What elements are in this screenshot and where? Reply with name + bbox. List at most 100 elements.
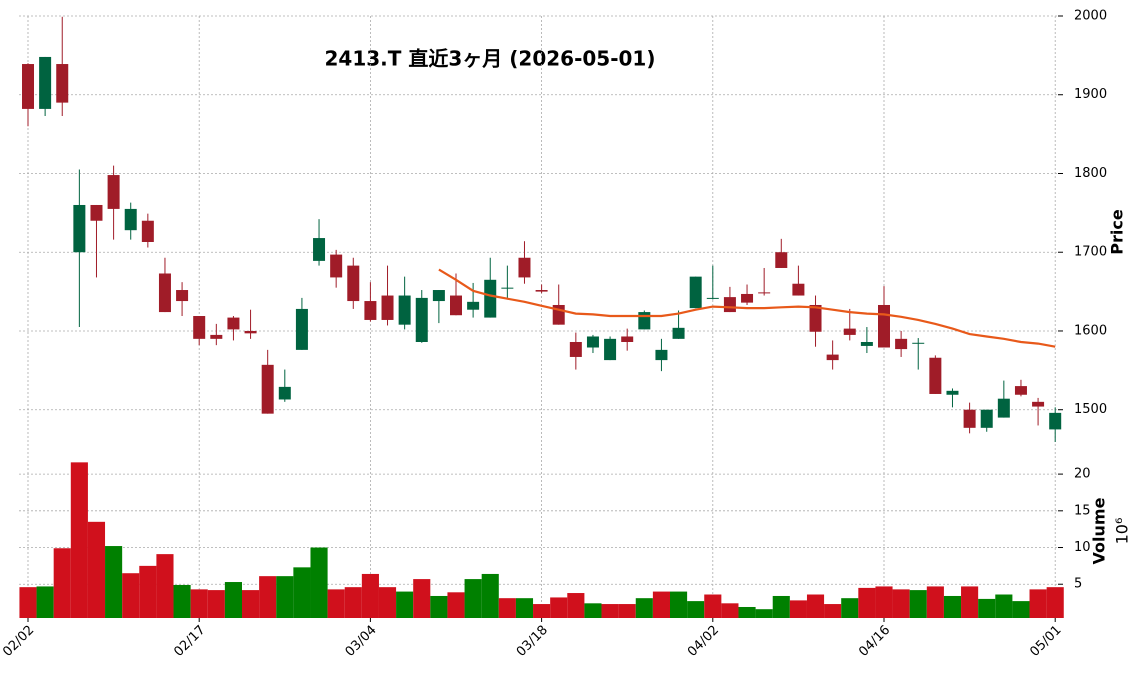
volume-bar	[1029, 589, 1047, 618]
volume-bar	[721, 603, 739, 618]
candle-body	[929, 357, 942, 394]
volume-bar	[584, 603, 602, 618]
candle-body	[501, 287, 514, 289]
volume-bar	[618, 604, 636, 618]
candle-body	[158, 273, 171, 313]
volume-bar	[824, 604, 842, 618]
volume-bar	[122, 573, 140, 618]
y-tick-label: 1900	[1074, 87, 1107, 102]
volume-bar	[19, 587, 37, 618]
candle-body	[980, 409, 993, 428]
x-tick-label: 04/16	[856, 623, 893, 660]
candle-body	[569, 341, 582, 357]
chart-title: 2413.T 直近3ヶ月 (2026-05-01)	[325, 47, 656, 71]
volume-tick-label: 15	[1074, 503, 1091, 518]
candle-body	[775, 252, 788, 268]
candle-body	[604, 338, 617, 361]
volume-bar	[361, 573, 379, 618]
candle-body	[535, 290, 548, 292]
volume-bar	[772, 595, 790, 618]
volume-bar	[875, 586, 893, 618]
volume-bar	[550, 597, 568, 618]
candle-body	[843, 328, 856, 335]
candle-body	[723, 297, 736, 313]
volume-bar	[224, 582, 242, 618]
candle-body	[1014, 386, 1027, 395]
candle-body	[244, 330, 257, 334]
volume-bar	[242, 590, 260, 618]
volume-bar	[190, 589, 208, 618]
candle-body	[347, 265, 360, 302]
candle-body	[672, 327, 685, 339]
volume-bar	[105, 546, 123, 618]
volume-bar	[70, 462, 88, 618]
y-tick-label: 1600	[1074, 323, 1107, 338]
candle-body	[484, 279, 497, 318]
volume-bar	[344, 587, 362, 618]
candle-body	[56, 64, 69, 103]
volume-bar	[704, 594, 722, 618]
volume-bar	[310, 547, 328, 618]
volume-bar	[738, 606, 756, 618]
candle-body	[278, 386, 291, 400]
volume-bar	[892, 589, 910, 618]
candle-body	[73, 204, 86, 253]
volume-bar	[995, 594, 1013, 618]
candle-body	[997, 398, 1010, 418]
volume-bar	[1012, 601, 1030, 618]
volume-bar	[139, 565, 157, 618]
volume-bar	[652, 591, 670, 618]
candle-body	[107, 175, 120, 209]
candle-body	[450, 295, 462, 316]
candle-body	[706, 297, 719, 299]
candle-body	[141, 220, 154, 242]
volume-tick-label: 5	[1074, 577, 1082, 592]
volume-bar	[156, 554, 174, 618]
candle-body	[364, 301, 377, 320]
volume-bar	[533, 604, 551, 618]
volume-bar	[909, 590, 927, 618]
y-axis-label: Price	[1108, 209, 1127, 255]
candle-body	[295, 308, 308, 350]
candle-body	[689, 276, 702, 309]
volume-bar	[207, 590, 225, 618]
volume-bar	[53, 548, 71, 618]
candle-body	[621, 336, 634, 342]
candle-body	[895, 338, 908, 350]
volume-bar	[259, 576, 277, 618]
volume-bar	[413, 579, 431, 618]
volume-bar	[926, 586, 944, 618]
volume-bar	[806, 594, 825, 618]
candle-body	[210, 334, 223, 339]
volume-bar	[755, 609, 773, 618]
candle-body	[467, 301, 480, 310]
volume-tick-label: 10	[1074, 540, 1091, 555]
candle-body	[655, 349, 668, 361]
candle-body	[22, 64, 34, 109]
y-tick-label: 1800	[1074, 166, 1107, 181]
volume-bar	[858, 587, 876, 618]
candle-body	[90, 204, 103, 221]
volume-bar	[378, 587, 397, 618]
candle-body	[946, 390, 959, 395]
volume-bar	[36, 586, 54, 618]
candle-body	[176, 290, 189, 302]
volume-bar	[430, 595, 448, 618]
volume-bar	[276, 576, 294, 618]
candle-body	[1049, 412, 1062, 430]
candle-body	[792, 283, 805, 296]
volume-bar	[498, 598, 516, 618]
moving-average-line	[438, 268, 1056, 348]
volume-bar	[396, 591, 414, 618]
y-tick-label: 2000	[1074, 9, 1107, 24]
volume-bar	[635, 598, 653, 618]
candle-body	[193, 316, 206, 339]
x-tick-label: 03/18	[514, 623, 551, 660]
volume-scale-label: 10⁶	[1113, 518, 1132, 545]
candle-body	[432, 290, 445, 302]
candle-body	[518, 257, 531, 278]
x-tick-label: 02/17	[171, 623, 208, 660]
volume-bar	[464, 579, 482, 618]
volume-bar	[670, 591, 688, 618]
